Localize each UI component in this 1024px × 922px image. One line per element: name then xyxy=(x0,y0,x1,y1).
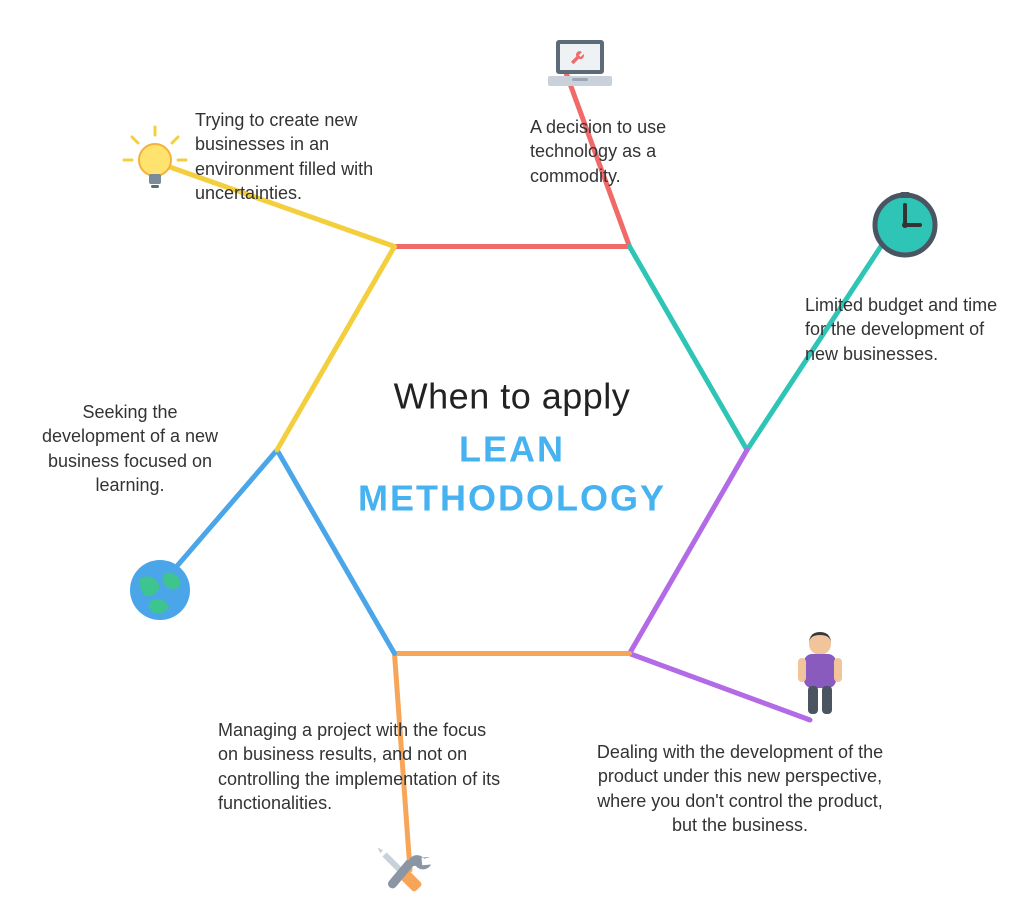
laptop-icon xyxy=(540,28,620,113)
clock-icon xyxy=(870,190,940,265)
globe-icon xyxy=(125,555,195,630)
person-icon xyxy=(790,630,850,725)
item-text-results-focus: Managing a project with the focus on bus… xyxy=(218,718,503,815)
item-text-uncertainties: Trying to create new businesses in an en… xyxy=(195,108,415,205)
title-line-1: When to apply xyxy=(312,376,712,418)
item-text-budget-time: Limited budget and time for the developm… xyxy=(805,293,1005,366)
infographic-canvas: When to apply LEAN METHODOLOGY xyxy=(0,0,1024,922)
tools-icon xyxy=(370,840,440,915)
title-line-2: LEAN METHODOLOGY xyxy=(312,426,712,523)
lightbulb-icon xyxy=(120,125,190,200)
item-text-technology: A decision to use technology as a commod… xyxy=(530,115,730,188)
center-title: When to apply LEAN METHODOLOGY xyxy=(312,376,712,523)
item-text-learning: Seeking the development of a new busines… xyxy=(40,400,220,497)
item-text-perspective: Dealing with the development of the prod… xyxy=(595,740,885,837)
